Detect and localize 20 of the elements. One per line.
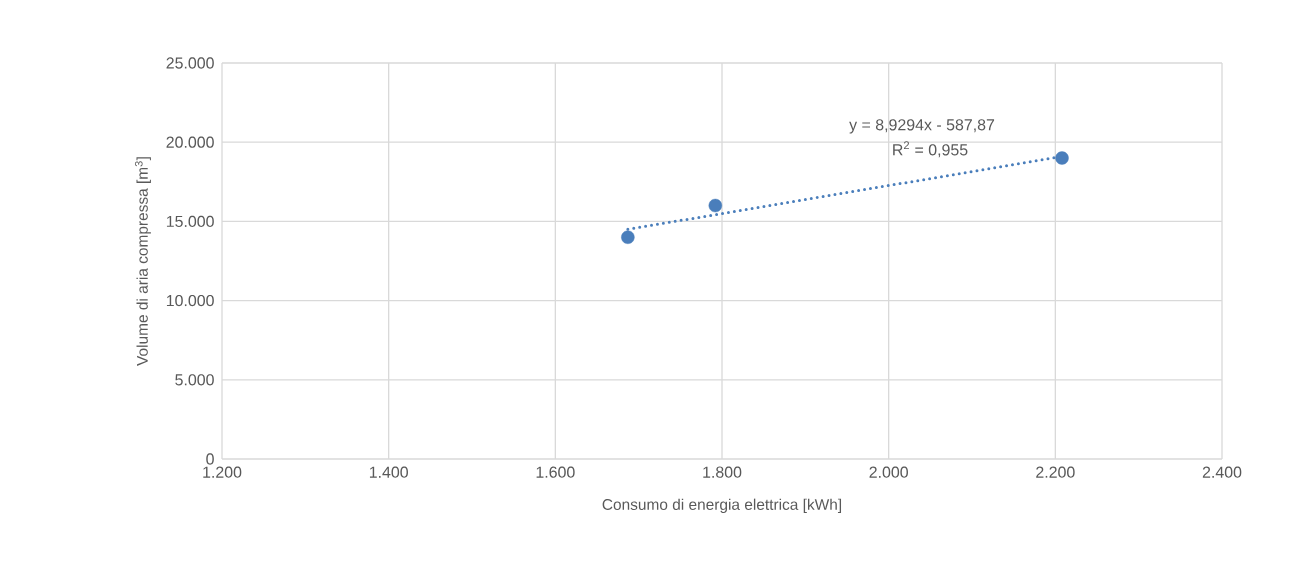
y-tick-label: 25.000 xyxy=(166,57,214,69)
x-tick-label: 2.000 xyxy=(869,466,908,478)
y-tick-label: 0 xyxy=(206,453,214,465)
y-tick-label: 10.000 xyxy=(166,294,214,307)
y-tick-label: 20.000 xyxy=(166,136,214,148)
x-axis-title: Consumo di energia elettrica [kWh] xyxy=(602,498,842,514)
x-tick-label: 2.400 xyxy=(1202,466,1242,478)
annotation: R$^{2}$ = 0,955 xyxy=(893,141,968,158)
point xyxy=(708,198,723,213)
x-tick-label: 1.400 xyxy=(369,466,408,478)
x-tick-label: 2.200 xyxy=(1036,466,1075,478)
x-tick-label: 1.200 xyxy=(203,466,242,478)
point xyxy=(621,230,635,244)
y-axis-title: Volume di aria compressa [m$^{3}$] xyxy=(134,157,151,366)
y-tick-label: 5.000 xyxy=(175,374,214,386)
y-tick-label: 15.000 xyxy=(166,215,214,228)
x-tick-label: 1.800 xyxy=(703,466,742,478)
point xyxy=(1055,151,1069,165)
x-tick-label: 1.600 xyxy=(536,466,575,478)
annotation: y = 8,9294x - 587,87 xyxy=(849,119,995,134)
